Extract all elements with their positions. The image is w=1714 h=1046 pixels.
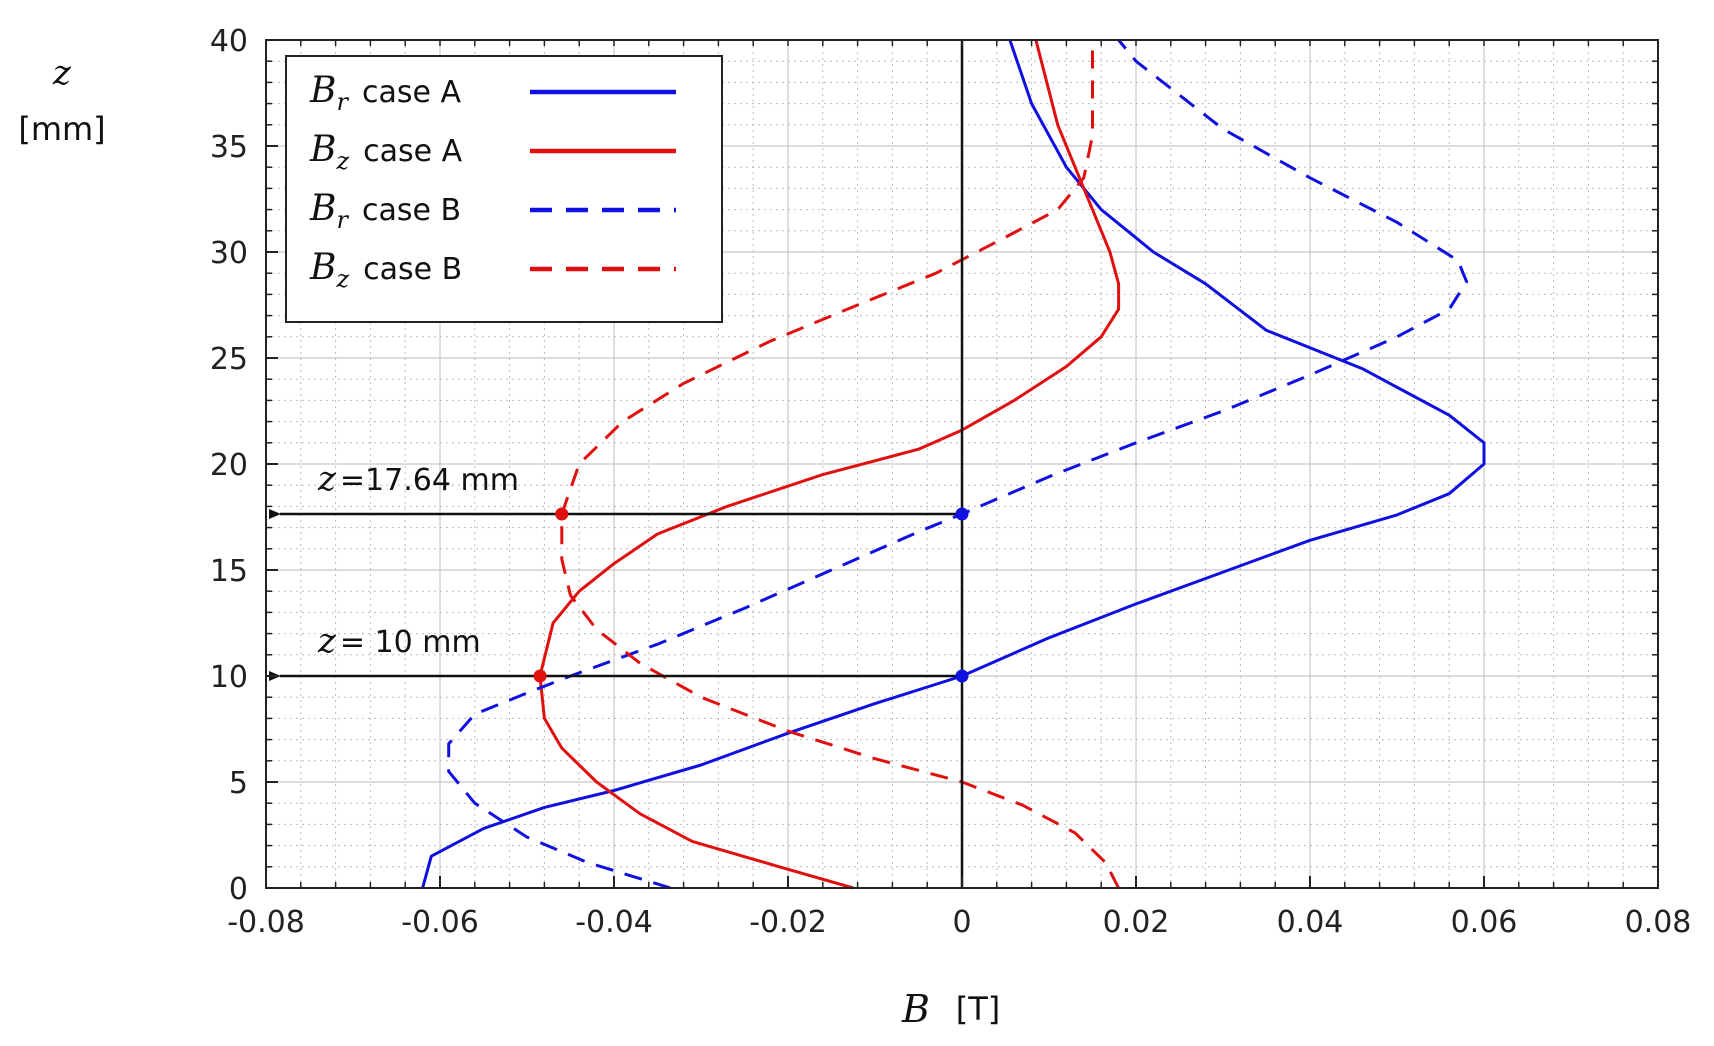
x-axis-unit: [T] bbox=[956, 990, 1001, 1028]
legend-subscript: r bbox=[336, 206, 349, 234]
y-tick-label: 30 bbox=[210, 236, 248, 271]
legend-symbol: B bbox=[309, 129, 336, 170]
x-tick-label: -0.06 bbox=[401, 905, 479, 940]
y-axis-unit: [mm] bbox=[18, 110, 105, 148]
legend-subscript: r bbox=[336, 88, 349, 116]
annotation-value: =17.64 mm bbox=[340, 463, 519, 498]
legend-entry-label: Br case B bbox=[309, 188, 461, 234]
tick-labels: -0.08 -0.06 -0.04 -0.02 0 0.02 0.04 0.06 0.08 0 5 1… bbox=[210, 24, 1692, 940]
y-axis-symbol: z bbox=[52, 53, 72, 93]
legend-box bbox=[285, 55, 723, 323]
legend-case: case A bbox=[363, 134, 463, 169]
x-tick-label: 0.04 bbox=[1277, 905, 1344, 940]
plot-border bbox=[265, 39, 1659, 889]
legend-symbol: B bbox=[309, 70, 336, 111]
annotation-marker bbox=[955, 669, 969, 683]
x-tick-label: 0.02 bbox=[1103, 905, 1170, 940]
annotation-marker bbox=[555, 507, 569, 521]
annotation-symbol: z bbox=[317, 621, 337, 661]
series-z-case-a-line bbox=[538, 39, 1121, 890]
series-r-case-a-line bbox=[421, 39, 1486, 889]
plot-frame bbox=[265, 39, 1659, 889]
y-tick-label: 40 bbox=[210, 24, 248, 59]
x-tick-label: 0.06 bbox=[1451, 905, 1518, 940]
y-tick-label: 10 bbox=[210, 660, 248, 695]
annotation-marker bbox=[533, 669, 547, 683]
x-tick-label: -0.08 bbox=[227, 905, 305, 940]
annotation-label: z =17.64 mm bbox=[317, 459, 519, 499]
annotation-layer: z =17.64 mmz = 10 mm bbox=[269, 40, 969, 888]
legend-case: case B bbox=[363, 252, 462, 287]
legend-symbol: B bbox=[309, 247, 336, 288]
annotation-symbol: z bbox=[317, 459, 337, 499]
y-tick-label: 25 bbox=[210, 342, 248, 377]
legend: Br case A Bz case A Br case B Bz case B bbox=[285, 55, 723, 323]
y-tick-label: 5 bbox=[229, 766, 248, 801]
legend-case: case A bbox=[362, 75, 462, 110]
legend-entry-label: Bz case B bbox=[309, 247, 462, 293]
legend-subscript: z bbox=[335, 265, 349, 293]
x-tick-label: -0.04 bbox=[575, 905, 653, 940]
legend-symbol: B bbox=[309, 188, 336, 229]
x-tick-label: -0.02 bbox=[749, 905, 827, 940]
y-tick-label: 15 bbox=[210, 554, 248, 589]
legend-subscript: z bbox=[335, 147, 349, 175]
annotation-marker bbox=[955, 507, 969, 521]
y-tick-label: 0 bbox=[229, 872, 248, 907]
y-tick-label: 35 bbox=[210, 130, 248, 165]
x-tick-label: 0.08 bbox=[1625, 905, 1692, 940]
x-axis-symbol: B bbox=[901, 987, 930, 1031]
legend-case: case B bbox=[362, 193, 461, 228]
annotation-label: z = 10 mm bbox=[317, 621, 481, 661]
y-tick-label: 20 bbox=[210, 448, 248, 483]
legend-entry-label: Bz case A bbox=[309, 129, 463, 175]
x-tick-label: 0 bbox=[952, 905, 971, 940]
annotation-value: = 10 mm bbox=[340, 625, 481, 660]
legend-entry-label: Br case A bbox=[309, 70, 461, 116]
